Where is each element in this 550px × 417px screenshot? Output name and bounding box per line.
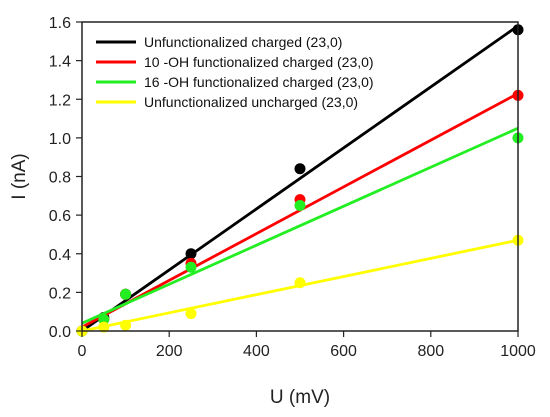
y-tick-label: 1.2 bbox=[49, 92, 71, 109]
data-point bbox=[98, 313, 110, 325]
legend-label: Unfunctionalized charged (23,0) bbox=[144, 34, 342, 50]
series-3 bbox=[76, 234, 524, 337]
data-point bbox=[294, 199, 306, 211]
data-point bbox=[120, 288, 132, 300]
y-tick-label: 1.4 bbox=[49, 54, 71, 71]
fit-line bbox=[81, 24, 519, 333]
series-1 bbox=[76, 89, 524, 337]
y-axis-title: I (nA) bbox=[9, 153, 30, 199]
legend-label: 16 -OH functionalized charged (23,0) bbox=[144, 74, 374, 90]
x-tick-label: 600 bbox=[330, 343, 357, 360]
y-tick-label: 0.4 bbox=[49, 247, 71, 264]
series-2 bbox=[76, 126, 524, 337]
legend: Unfunctionalized charged (23,0) 10 -OH fu… bbox=[96, 34, 374, 110]
data-point bbox=[294, 277, 306, 289]
plot-area bbox=[76, 24, 524, 337]
data-point bbox=[120, 319, 132, 331]
x-axis-title: U (mV) bbox=[270, 387, 330, 408]
data-point bbox=[98, 321, 110, 333]
data-point bbox=[294, 163, 306, 175]
data-point bbox=[185, 308, 197, 320]
x-tick-label: 200 bbox=[156, 343, 183, 360]
x-tick-label: 1000 bbox=[500, 343, 536, 360]
legend-label: Unfunctionalized uncharged (23,0) bbox=[144, 94, 358, 110]
x-axis: 0 200 400 600 800 1000 bbox=[78, 331, 536, 360]
y-tick-label: 1.0 bbox=[49, 131, 71, 148]
y-tick-label: 0.8 bbox=[49, 170, 71, 187]
data-point bbox=[185, 261, 197, 273]
x-tick-label: 0 bbox=[78, 343, 87, 360]
x-tick-label: 800 bbox=[417, 343, 444, 360]
fit-line bbox=[81, 126, 519, 325]
data-point bbox=[185, 248, 197, 260]
y-tick-label: 1.6 bbox=[49, 15, 71, 32]
x-tick-label: 400 bbox=[243, 343, 270, 360]
legend-label: 10 -OH functionalized charged (23,0) bbox=[144, 54, 374, 70]
y-tick-label: 0.2 bbox=[49, 285, 71, 302]
y-tick-label: 0.0 bbox=[49, 324, 71, 341]
y-axis: 0.0 0.2 0.4 0.6 0.8 1.0 1.2 1.4 1.6 bbox=[49, 15, 82, 341]
y-tick-label: 0.6 bbox=[49, 208, 71, 225]
series-0 bbox=[76, 24, 524, 337]
